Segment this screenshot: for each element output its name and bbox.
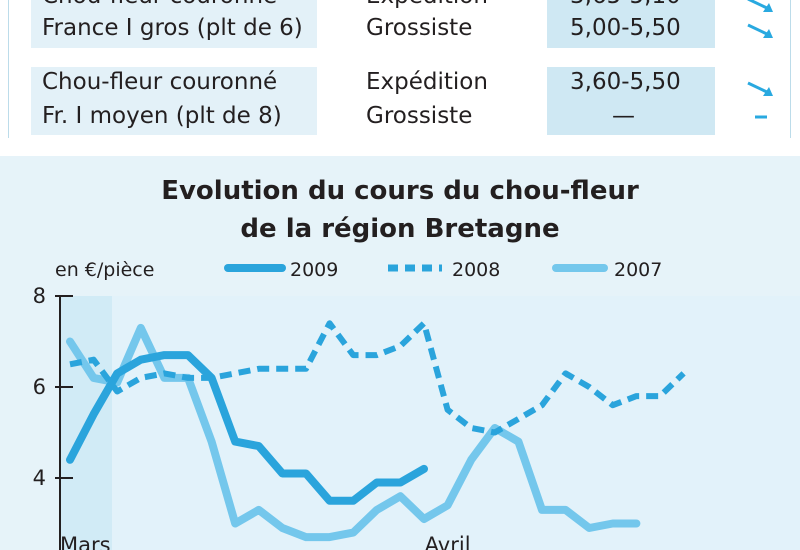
row-group-2-product-bg [31, 67, 317, 135]
row-2-price-line1: 3,60-5,50 [570, 69, 681, 95]
row-2-price-line2: — [612, 103, 635, 129]
table-right-rule [790, 0, 791, 138]
table-left-rule [8, 0, 9, 138]
trend-down-icon [747, 81, 773, 96]
row-1-price-line2: 5,00-5,50 [570, 15, 681, 41]
row-2-stage-line1: Expédition [366, 69, 488, 95]
trend-down-icon [747, 23, 773, 38]
row-group-1-price-bg [547, 0, 715, 48]
series-line-2009 [66, 351, 428, 505]
row-1-price-line1: 3,65-5,10 [570, 0, 681, 14]
y-tick-label: 6 [33, 375, 46, 399]
trend-flat-icon [755, 115, 767, 119]
chart-title-line2: de la région Bretagne [240, 214, 560, 244]
legend-2007-label: 2007 [614, 259, 662, 281]
row-1-product-line1: Chou-fleur couronné [42, 0, 277, 14]
x-tick-label-avril: Avril [425, 533, 471, 550]
row-1-stage-line1: Expédition [366, 0, 488, 14]
trend-down-icon [747, 0, 773, 12]
x-tick-label-mars: Mars [60, 533, 111, 550]
row-group-1-product-bg [31, 0, 317, 48]
y-tick-label: 4 [33, 466, 46, 490]
y-tick-label: 8 [33, 284, 46, 308]
legend-2009-label: 2009 [290, 259, 338, 281]
series-line-2007 [66, 323, 641, 542]
series-line-2008 [69, 320, 686, 436]
row-1-product-line2: France I gros (plt de 6) [42, 15, 303, 41]
row-2-stage-line2: Grossiste [366, 103, 473, 129]
chart-title-line1: Evolution du cours du chou-fleur [161, 176, 639, 206]
chart-title: Evolution du cours du chou-fleur de la r… [0, 172, 800, 248]
price-table: Chou-fleur couronné France I gros (plt d… [0, 0, 800, 148]
row-2-product-line1: Chou-fleur couronné [42, 69, 278, 95]
y-unit-label: en €/pièce [55, 259, 154, 281]
row-group-2-price-bg [547, 67, 715, 135]
legend-2008-label: 2008 [452, 259, 500, 281]
row-1-stage-line2: Grossiste [366, 15, 473, 41]
row-2-product-line2: Fr. I moyen (plt de 8) [42, 103, 282, 129]
